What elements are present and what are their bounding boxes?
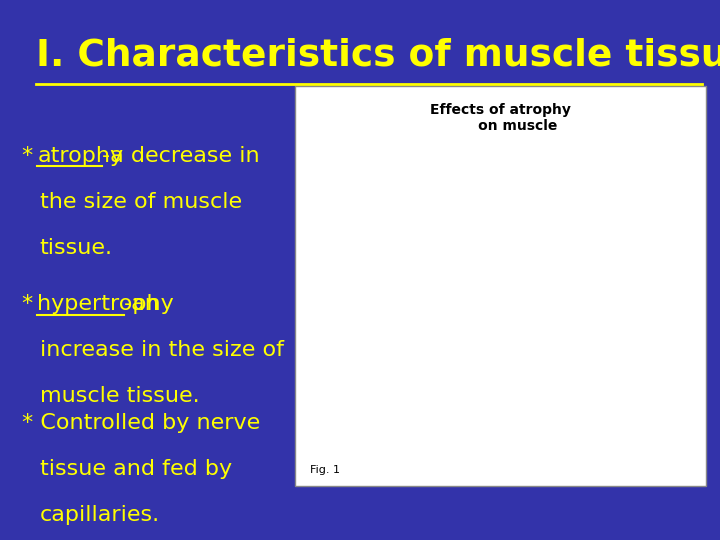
Text: -a decrease in: -a decrease in xyxy=(102,146,260,166)
Text: tissue.: tissue. xyxy=(40,238,112,258)
Text: the size of muscle: the size of muscle xyxy=(40,192,242,212)
Text: tissue and fed by: tissue and fed by xyxy=(40,459,232,479)
Text: increase in the size of: increase in the size of xyxy=(40,340,284,360)
Text: -an: -an xyxy=(124,294,160,314)
Text: capillaries.: capillaries. xyxy=(40,505,160,525)
Text: Fig. 1: Fig. 1 xyxy=(310,465,340,475)
Text: muscle tissue.: muscle tissue. xyxy=(40,386,199,406)
Text: * Controlled by nerve: * Controlled by nerve xyxy=(22,413,260,433)
FancyBboxPatch shape xyxy=(295,86,706,486)
Text: I. Characteristics of muscle tissue: I. Characteristics of muscle tissue xyxy=(36,38,720,74)
Text: atrophy: atrophy xyxy=(37,146,124,166)
Text: Effects of atrophy
       on muscle: Effects of atrophy on muscle xyxy=(430,103,571,133)
Text: *: * xyxy=(22,146,40,166)
Text: *: * xyxy=(22,294,40,314)
Text: hypertrophy: hypertrophy xyxy=(37,294,174,314)
